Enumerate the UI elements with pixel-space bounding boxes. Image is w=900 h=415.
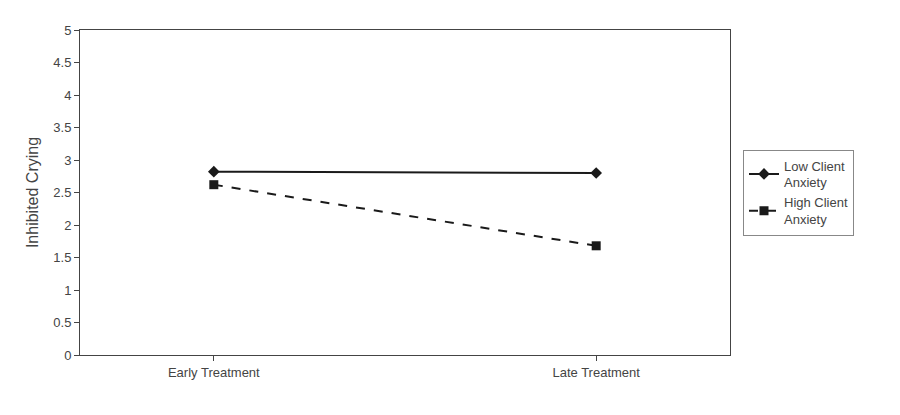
svg-text:0: 0 xyxy=(64,348,71,363)
svg-text:1.5: 1.5 xyxy=(53,250,71,265)
svg-text:3: 3 xyxy=(64,153,71,168)
svg-text:Late Treatment: Late Treatment xyxy=(552,365,640,380)
svg-text:Inhibited Crying: Inhibited Crying xyxy=(24,137,41,248)
svg-text:4: 4 xyxy=(64,88,71,103)
svg-text:1: 1 xyxy=(64,283,71,298)
svg-text:3.5: 3.5 xyxy=(53,120,71,135)
svg-text:High ClientAnxiety: High ClientAnxiety xyxy=(784,195,848,227)
svg-text:2.5: 2.5 xyxy=(53,185,71,200)
svg-text:2: 2 xyxy=(64,218,71,233)
svg-text:0.5: 0.5 xyxy=(53,315,71,330)
svg-text:5: 5 xyxy=(64,23,71,38)
svg-text:Early Treatment: Early Treatment xyxy=(168,365,260,380)
svg-text:Low ClientAnxiety: Low ClientAnxiety xyxy=(784,159,845,191)
svg-text:4.5: 4.5 xyxy=(53,55,71,70)
